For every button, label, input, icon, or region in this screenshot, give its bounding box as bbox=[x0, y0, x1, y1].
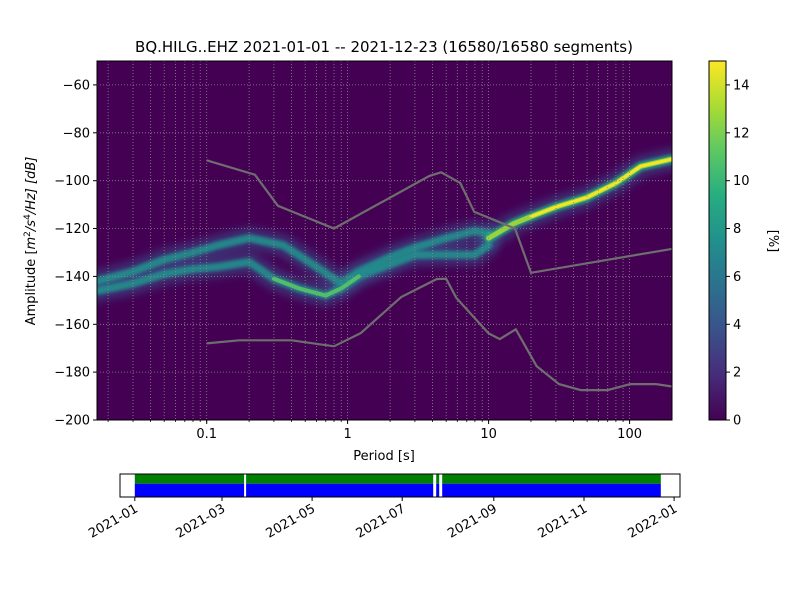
coverage-bar-bottom bbox=[134, 483, 661, 497]
y-tick-label: −60 bbox=[63, 78, 90, 93]
coverage-panel: 2021-01 2021-03 2021-05 2021-07 2021-09 2021-… bbox=[86, 473, 681, 542]
x-tick-label: 0.1 bbox=[196, 427, 217, 442]
colorbar-tick-label: 12 bbox=[733, 126, 750, 141]
coverage-bars bbox=[134, 474, 661, 497]
coverage-gap bbox=[244, 474, 247, 497]
x-tick-label: 1 bbox=[343, 427, 351, 442]
coverage-date-axis: 2021-01 2021-03 2021-05 2021-07 2021-09 2021-… bbox=[86, 497, 680, 542]
colorbar-tick-label: 2 bbox=[733, 366, 741, 381]
date-tick-label: 2021-11 bbox=[535, 501, 590, 541]
colorbar-tick-label: 14 bbox=[733, 78, 750, 93]
colorbar-ticks: 0 2 4 6 8 10 12 14 bbox=[726, 78, 750, 429]
y-axis: −200 −180 −160 −140 −120 −100 −80 −60 bbox=[54, 78, 97, 429]
colorbar-label: [%] bbox=[765, 230, 780, 253]
y-tick-label: −160 bbox=[54, 318, 90, 333]
date-tick-label: 2021-03 bbox=[173, 501, 228, 541]
y-axis-label: Amplitude [m2/s4/Hz] [dB] bbox=[23, 157, 39, 326]
new-low-noise-model-line bbox=[206, 277, 672, 392]
date-tick-label: 2021-01 bbox=[86, 501, 141, 541]
x-tick-label: 100 bbox=[617, 427, 642, 442]
date-tick-label: 2022-01 bbox=[626, 501, 681, 541]
ppsd-panel: 0.1 1 10 100 −200 −180 −160 −140 −120 −100 −80 −60… bbox=[23, 60, 673, 464]
colorbar: 0 2 4 6 8 10 12 14 [%] bbox=[708, 60, 780, 429]
y-tick-label: −120 bbox=[54, 222, 90, 237]
x-tick-label: 10 bbox=[480, 427, 497, 442]
chart-title: BQ.HILG..EHZ 2021-01-01 -- 2021-12-23 (1… bbox=[135, 38, 633, 56]
y-tick-label: −200 bbox=[54, 414, 90, 429]
density-peak-microseism bbox=[529, 157, 672, 219]
colorbar-tick-label: 6 bbox=[733, 270, 741, 285]
x-axis: 0.1 1 10 100 bbox=[107, 420, 642, 442]
date-tick-label: 2021-05 bbox=[264, 501, 319, 541]
y-tick-label: −80 bbox=[63, 126, 90, 141]
plot-frame bbox=[96, 60, 673, 421]
density-ridge-upper bbox=[97, 226, 493, 288]
y-tick-label: −180 bbox=[54, 366, 90, 381]
coverage-bar-top bbox=[134, 474, 661, 484]
colorbar-gradient bbox=[708, 60, 727, 421]
colorbar-tick-label: 4 bbox=[733, 318, 741, 333]
colorbar-tick-label: 0 bbox=[733, 414, 741, 429]
new-high-noise-model-line bbox=[206, 159, 672, 275]
density-layer bbox=[97, 148, 672, 307]
plot-background bbox=[97, 61, 672, 420]
date-tick-label: 2021-09 bbox=[445, 501, 500, 541]
coverage-gap bbox=[433, 474, 437, 497]
date-tick-label: 2021-07 bbox=[354, 501, 409, 541]
colorbar-tick-label: 10 bbox=[733, 174, 750, 189]
colorbar-tick-label: 8 bbox=[733, 222, 741, 237]
noise-models bbox=[206, 159, 672, 392]
y-tick-label: −100 bbox=[54, 174, 90, 189]
y-tick-label: −140 bbox=[54, 270, 90, 285]
coverage-gap bbox=[439, 474, 443, 497]
coverage-frame bbox=[119, 473, 681, 498]
x-axis-label: Period [s] bbox=[353, 449, 415, 464]
